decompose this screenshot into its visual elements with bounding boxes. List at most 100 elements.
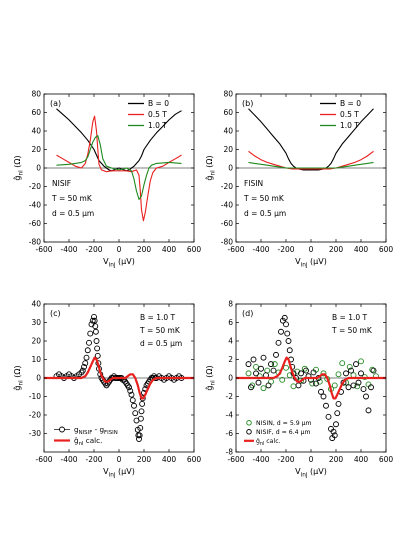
x-tick-label: -200 bbox=[85, 455, 102, 464]
x-axis-label-sub: inj bbox=[301, 472, 308, 478]
data-point bbox=[320, 393, 327, 400]
y-tick-label: -60 bbox=[221, 219, 233, 228]
data-point bbox=[295, 382, 302, 389]
data-point bbox=[245, 370, 252, 377]
data-point bbox=[271, 361, 278, 368]
annotation: d = 0.5 μm bbox=[140, 339, 182, 348]
plot-area-d bbox=[236, 314, 386, 442]
x-tick-label: -200 bbox=[277, 455, 294, 464]
x-axis-label-main: V bbox=[295, 257, 301, 266]
x-axis-label-main: V bbox=[103, 467, 109, 476]
y-tick-label: 0 bbox=[36, 164, 41, 173]
data-point bbox=[82, 360, 89, 367]
annotation: FISIN bbox=[244, 179, 263, 188]
annotation: B = 1.0 T bbox=[140, 313, 176, 322]
data-point bbox=[132, 410, 139, 417]
x-tick-label: -200 bbox=[277, 245, 294, 254]
x-tick-label: 200 bbox=[329, 245, 344, 254]
data-point bbox=[333, 421, 339, 428]
x-axis-label: Vinj (μV) bbox=[295, 257, 327, 268]
x-tick-label: 0 bbox=[309, 455, 314, 464]
data-point bbox=[137, 425, 144, 431]
panel-b: -600 -400 -200 0 200 400 600-80-60-40-20020406… bbox=[205, 90, 393, 269]
y-tick-label: 80 bbox=[223, 90, 233, 99]
data-point bbox=[94, 352, 101, 359]
y-tick-label: 60 bbox=[31, 108, 41, 117]
data-point bbox=[136, 432, 143, 439]
data-point bbox=[253, 363, 259, 370]
annotation: T = 50 mK bbox=[243, 194, 285, 203]
annotation: NISIF bbox=[52, 179, 71, 188]
data-point bbox=[303, 367, 309, 374]
panel-tag: (d) bbox=[242, 309, 253, 318]
data-point bbox=[334, 410, 341, 417]
data-point bbox=[131, 402, 137, 409]
series-line bbox=[248, 150, 374, 170]
data-point bbox=[79, 367, 86, 374]
data-point bbox=[310, 369, 317, 376]
y-tick-label: -2 bbox=[226, 392, 234, 401]
data-point bbox=[81, 363, 87, 370]
data-point bbox=[250, 356, 257, 363]
data-point bbox=[136, 436, 142, 442]
legend-label: ĝnl calc. bbox=[74, 436, 102, 447]
data-point bbox=[335, 371, 342, 378]
data-point bbox=[284, 330, 291, 337]
annotation: d = 0.5 μm bbox=[52, 209, 94, 218]
data-point bbox=[89, 317, 96, 324]
y-axis-label-main: ĝ bbox=[13, 176, 22, 181]
y-tick-label: 6 bbox=[228, 318, 233, 327]
data-point bbox=[245, 361, 252, 368]
y-tick-label: -60 bbox=[29, 219, 41, 228]
data-point bbox=[354, 383, 361, 390]
data-point bbox=[350, 382, 357, 389]
x-tick-label: 200 bbox=[137, 455, 152, 464]
panel-a: -600 -400 -200 0 200 400 600-80-60-40-20020406… bbox=[13, 90, 201, 269]
y-tick-label: 20 bbox=[31, 145, 41, 154]
plot-area-c bbox=[44, 314, 194, 442]
legend-label: 1.0 T bbox=[340, 121, 359, 130]
data-point bbox=[339, 360, 346, 367]
y-axis-label-unit: (Ω) bbox=[13, 155, 22, 170]
y-tick-label: 4 bbox=[228, 337, 233, 346]
y-tick-label: -80 bbox=[29, 238, 41, 247]
y-tick-label: 2 bbox=[228, 355, 233, 364]
y-tick-label: 0 bbox=[228, 164, 233, 173]
data-point bbox=[313, 380, 319, 387]
legend-sub: NISIF bbox=[79, 430, 93, 436]
x-tick-label: 400 bbox=[162, 455, 177, 464]
annotation: T = 50 mK bbox=[139, 326, 181, 335]
data-point bbox=[91, 317, 98, 324]
data-point bbox=[355, 379, 362, 386]
data-point bbox=[360, 386, 367, 393]
data-point bbox=[255, 379, 262, 386]
annotation: B = 1.0 T bbox=[332, 313, 368, 322]
y-tick-label: -20 bbox=[221, 182, 233, 191]
data-point bbox=[260, 354, 267, 361]
data-point bbox=[363, 393, 369, 400]
legend-marker bbox=[246, 420, 252, 426]
y-tick-label: -30 bbox=[29, 429, 41, 438]
y-tick-label: 40 bbox=[223, 127, 233, 136]
data-point bbox=[369, 366, 376, 373]
y-tick-label: -80 bbox=[221, 238, 233, 247]
data-point bbox=[290, 383, 297, 390]
x-tick-label: -600 bbox=[35, 245, 52, 254]
y-tick-label: 8 bbox=[228, 300, 233, 309]
annotation: T = 50 mK bbox=[331, 326, 373, 335]
legend-marker bbox=[59, 426, 65, 433]
series-line bbox=[56, 108, 182, 172]
data-point bbox=[283, 321, 289, 328]
data-point bbox=[83, 354, 90, 361]
data-point bbox=[87, 330, 94, 337]
legend-label: NISIN, d = 5.9 μm bbox=[256, 420, 312, 427]
x-tick-label: 200 bbox=[329, 455, 344, 464]
data-point bbox=[345, 384, 352, 391]
data-point bbox=[270, 367, 277, 374]
data-point bbox=[279, 376, 286, 383]
y-tick-label: 0 bbox=[36, 374, 41, 383]
x-tick-label: -400 bbox=[252, 455, 269, 464]
x-tick-label: -400 bbox=[60, 245, 77, 254]
data-point bbox=[309, 380, 316, 387]
